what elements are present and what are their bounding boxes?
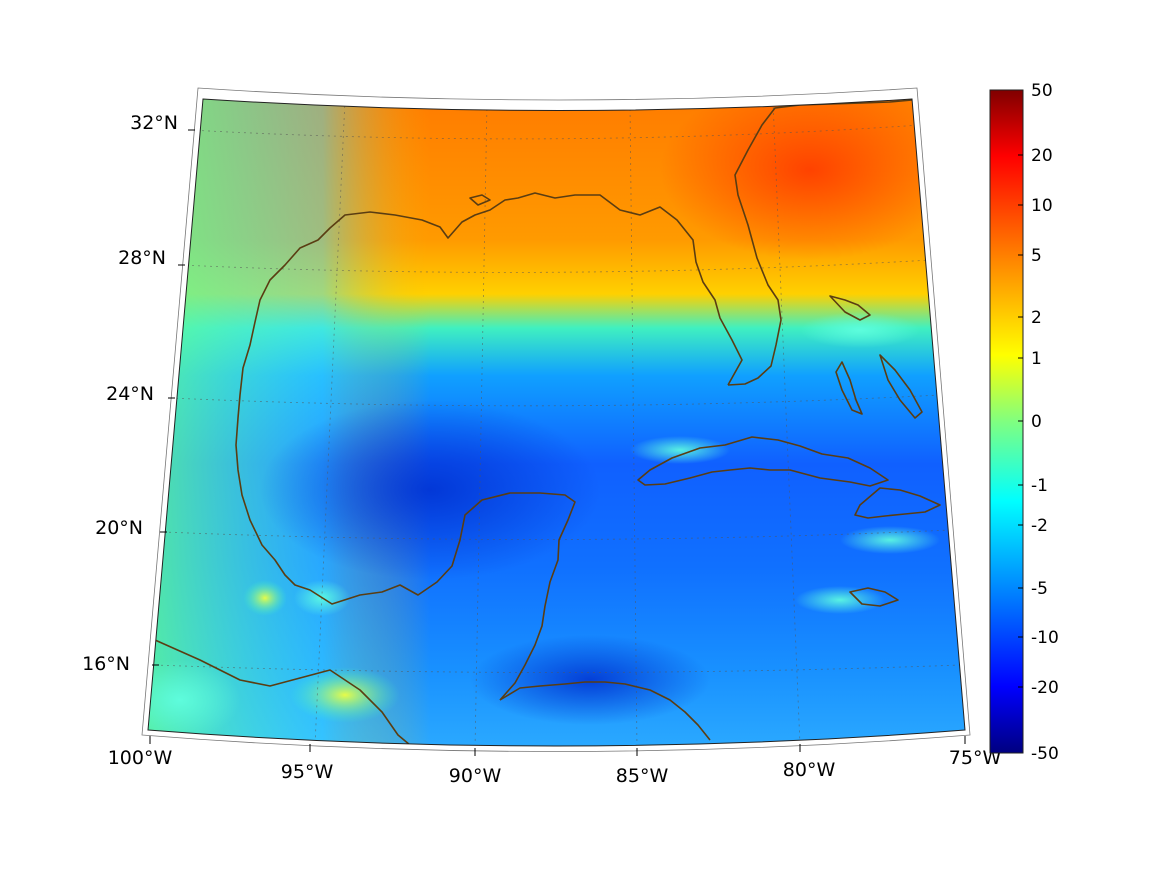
colorbar-label: 10 [1031, 196, 1053, 216]
colorbar-label: 1 [1031, 349, 1042, 369]
colorbar-label: 2 [1031, 308, 1042, 328]
colorbar-label: 50 [1031, 81, 1053, 101]
lon-label-85: 85°W [616, 765, 669, 787]
data-field [148, 99, 965, 746]
colorbar-label: -1 [1031, 476, 1048, 496]
colorbar-label: 20 [1031, 146, 1053, 166]
map-frame [147, 98, 966, 747]
longitude-labels: 100°W 95°W 90°W 85°W 80°W 75°W [108, 747, 1002, 787]
colorbar-label: 5 [1031, 246, 1042, 266]
lat-label-24: 24°N [106, 383, 154, 405]
colorbar-label: -2 [1031, 516, 1048, 536]
colorbar-label: -10 [1031, 628, 1059, 648]
lon-label-90: 90°W [449, 765, 502, 787]
lon-label-80: 80°W [783, 759, 836, 781]
axis-ticks [149, 129, 966, 756]
colorbar-label: 0 [1031, 412, 1042, 432]
lat-label-28: 28°N [118, 247, 166, 269]
colorbar-gradient [989, 89, 1024, 754]
colorbar-label: -50 [1031, 744, 1059, 764]
latitude-labels: 32°N 28°N 24°N 20°N 16°N [82, 112, 178, 675]
colorbar: 50 20 10 5 2 1 0 -1 -2 -5 -10 -20 -50 [989, 81, 1059, 764]
colorbar-label: -20 [1031, 678, 1059, 698]
map-frame-outer [141, 87, 971, 752]
lon-label-95: 95°W [281, 761, 334, 783]
lat-label-16: 16°N [82, 653, 130, 675]
lat-label-20: 20°N [95, 517, 143, 539]
lon-label-75: 75°W [949, 747, 1002, 769]
colorbar-label: -5 [1031, 579, 1048, 599]
graticule [154, 99, 961, 746]
lon-label-100: 100°W [108, 747, 173, 769]
lat-label-32: 32°N [130, 112, 178, 134]
